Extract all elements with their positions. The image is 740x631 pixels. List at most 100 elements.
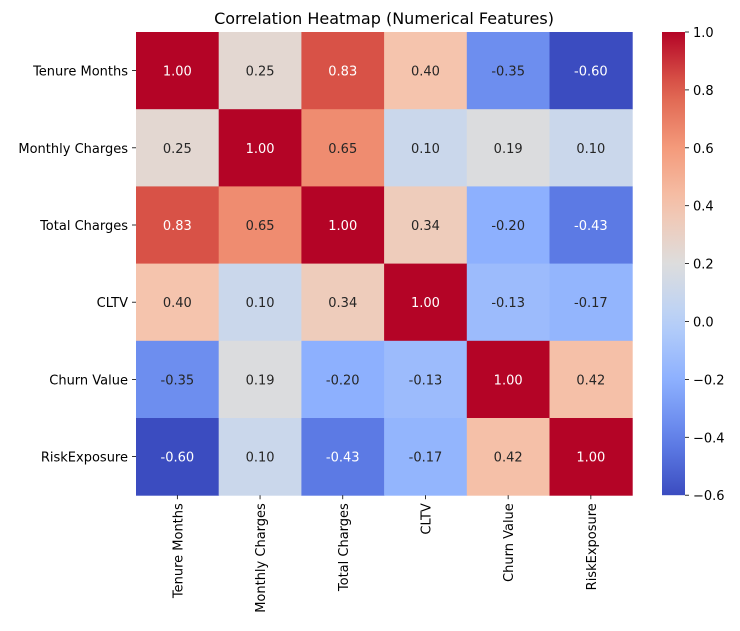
colorbar-tick-label: −0.2 <box>693 373 725 388</box>
heatmap-cells: 1.00 0.25 0.83 0.40 -0.35 -0.60 0.25 1.00 0.65 0.… <box>136 32 633 496</box>
cell-value-label: -0.35 <box>491 65 525 80</box>
colorbar-tick-label: 1.0 <box>693 26 714 41</box>
cell-value-label: 0.19 <box>494 142 523 157</box>
heatmap-cell <box>466 418 550 496</box>
colorbar-tick-label: 0.4 <box>693 200 714 215</box>
column-labels: Tenure Months Monthly Charges Total Charge… <box>171 495 600 613</box>
heatmap-cell <box>136 340 220 419</box>
heatmap-cell <box>384 340 468 419</box>
cell-value-label: -0.60 <box>161 451 195 466</box>
colorbar-tick-label: 0.8 <box>693 84 714 99</box>
cell-value-label: 0.40 <box>411 65 440 80</box>
column-tick-label: Tenure Months <box>171 503 186 599</box>
heatmap-cell <box>301 263 385 342</box>
heatmap-cell <box>301 418 385 496</box>
cell-value-label: -0.43 <box>326 451 360 466</box>
cell-value-label: -0.13 <box>409 373 443 388</box>
heatmap-cell <box>301 32 385 110</box>
cell-value-label: 0.65 <box>246 219 275 234</box>
cell-value-label: 1.00 <box>494 373 523 388</box>
heatmap-cell <box>384 32 468 110</box>
cell-value-label: 1.00 <box>328 219 357 234</box>
heatmap-cell <box>218 263 302 342</box>
cell-value-label: 0.10 <box>576 142 605 157</box>
heatmap-cell <box>218 186 302 265</box>
column-tick-label: CLTV <box>419 503 434 534</box>
heatmap-cell <box>136 32 220 110</box>
row-tick-label: Monthly Charges <box>18 142 128 157</box>
cell-value-label: 0.42 <box>494 451 523 466</box>
cell-value-label: 1.00 <box>576 451 605 466</box>
row-tick-label: Tenure Months <box>32 65 128 80</box>
cell-value-label: 0.65 <box>328 142 357 157</box>
heatmap-cell <box>466 109 550 187</box>
cell-value-label: -0.17 <box>574 296 608 311</box>
cell-value-label: 0.25 <box>163 142 192 157</box>
row-tick-label: RiskExposure <box>41 451 128 466</box>
column-tick-label: RiskExposure <box>585 503 600 590</box>
cell-value-label: -0.43 <box>574 219 608 234</box>
row-tick-label: CLTV <box>97 296 128 311</box>
heatmap-cell <box>384 186 468 265</box>
heatmap-cell <box>218 418 302 496</box>
cell-value-label: 0.83 <box>328 65 357 80</box>
cell-value-label: -0.60 <box>574 65 608 80</box>
heatmap-cell <box>301 186 385 265</box>
colorbar-tick-label: 0.6 <box>693 142 714 157</box>
heatmap-cell <box>301 109 385 187</box>
heatmap-cell <box>549 263 633 342</box>
cell-value-label: -0.13 <box>491 296 525 311</box>
heatmap-cell <box>466 32 550 110</box>
cell-value-label: -0.17 <box>409 451 443 466</box>
cell-value-label: 0.83 <box>163 219 192 234</box>
heatmap-cell <box>301 340 385 419</box>
cell-value-label: 0.40 <box>163 296 192 311</box>
column-tick-label: Churn Value <box>502 503 517 582</box>
heatmap-cell <box>549 418 633 496</box>
heatmap-cell <box>136 263 220 342</box>
colorbar-tick-label: −0.4 <box>693 431 725 446</box>
cell-value-label: 0.25 <box>246 65 275 80</box>
column-tick-label: Total Charges <box>337 503 352 592</box>
heatmap-cell <box>384 109 468 187</box>
heatmap-cell <box>466 186 550 265</box>
heatmap-cell <box>549 109 633 187</box>
heatmap-cell <box>466 263 550 342</box>
row-tick-label: Total Charges <box>39 219 128 234</box>
heatmap-cell <box>384 263 468 342</box>
cell-value-label: 0.34 <box>328 296 357 311</box>
heatmap-cell <box>384 418 468 496</box>
cell-value-label: 0.42 <box>576 373 605 388</box>
colorbar-tick-label: −0.6 <box>693 489 725 504</box>
heatmap-cell <box>549 340 633 419</box>
cell-value-label: 0.10 <box>246 296 275 311</box>
chart-title: Correlation Heatmap (Numerical Features) <box>214 9 554 28</box>
cell-value-label: 1.00 <box>163 65 192 80</box>
cell-value-label: -0.20 <box>491 219 525 234</box>
colorbar-tick-label: 0.0 <box>693 316 714 331</box>
row-labels: Tenure Months Monthly Charges Total Charge… <box>18 65 136 466</box>
heatmap-cell <box>136 186 220 265</box>
row-tick-label: Churn Value <box>49 373 128 388</box>
heatmap-cell <box>218 340 302 419</box>
colorbar-gradient <box>662 32 685 496</box>
cell-value-label: 0.34 <box>411 219 440 234</box>
heatmap-cell <box>136 109 220 187</box>
heatmap-cell <box>549 32 633 110</box>
heatmap-cell <box>466 340 550 419</box>
cell-value-label: 0.10 <box>411 142 440 157</box>
heatmap-cell <box>136 418 220 496</box>
cell-value-label: 1.00 <box>411 296 440 311</box>
colorbar: 1.0 0.8 0.6 0.4 0.2 0.0 −0.2 −0.4 −0.6 <box>662 26 725 504</box>
heatmap-cell <box>549 186 633 265</box>
cell-value-label: -0.35 <box>161 373 195 388</box>
heatmap-cell <box>218 109 302 187</box>
cell-value-label: 1.00 <box>246 142 275 157</box>
cell-value-label: 0.19 <box>246 373 275 388</box>
column-tick-label: Monthly Charges <box>254 503 269 613</box>
cell-value-label: -0.20 <box>326 373 360 388</box>
colorbar-tick-label: 0.2 <box>693 258 714 273</box>
heatmap-cell <box>218 32 302 110</box>
cell-value-label: 0.10 <box>246 451 275 466</box>
